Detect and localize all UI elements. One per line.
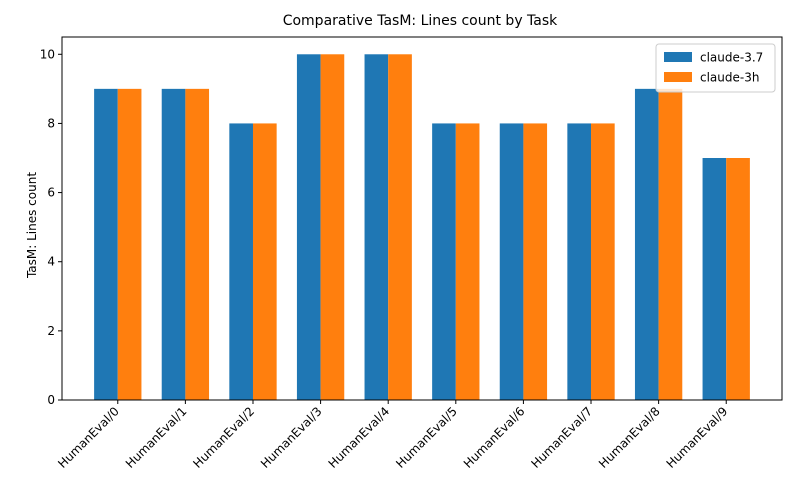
bar-series2-2: [252, 123, 277, 400]
x-tick-label: HumanEval/9: [664, 404, 731, 471]
x-tick-label: HumanEval/7: [528, 404, 595, 471]
y-tick-label: 8: [47, 116, 55, 130]
x-tick-label: HumanEval/4: [326, 404, 393, 471]
bar-series2-0: [117, 88, 142, 400]
y-tick-label: 2: [47, 324, 55, 338]
x-tick-label: HumanEval/1: [123, 404, 190, 471]
bar-series1-1: [161, 88, 186, 400]
bar-series1-6: [499, 123, 524, 400]
legend: claude-3.7 claude-3h: [655, 43, 776, 93]
legend-swatch: [664, 72, 692, 82]
bar-series1-0: [94, 88, 118, 400]
y-tick-label: 0: [47, 393, 55, 407]
x-tick-label: HumanEval/0: [55, 404, 122, 471]
bar-series2-8: [658, 88, 683, 400]
y-axis: 0 2 4 6 8 10: [40, 47, 62, 407]
bar-series1-2: [229, 123, 253, 400]
bar-series1-7: [567, 123, 592, 400]
x-tick-label: HumanEval/8: [596, 404, 663, 471]
bar-series1-4: [364, 54, 389, 401]
x-tick-label: HumanEval/3: [258, 404, 325, 471]
plot-frame: [61, 36, 783, 401]
bar-series1-3: [296, 54, 321, 401]
bar-series2-3: [320, 54, 345, 401]
y-axis-label: TasM: Lines count: [25, 172, 39, 279]
legend-swatch: [664, 52, 692, 62]
bar-series2-4: [388, 54, 412, 401]
bar-series2-9: [726, 158, 750, 400]
legend-label: claude-3h: [700, 71, 759, 85]
bar-series1-5: [432, 123, 456, 400]
x-tick-label: HumanEval/6: [461, 404, 528, 471]
bar-series2-1: [185, 88, 210, 400]
y-tick-label: 10: [40, 47, 55, 61]
bar-series1-8: [634, 88, 659, 400]
legend-label: claude-3.7: [700, 51, 763, 65]
bar-series2-5: [455, 123, 480, 400]
x-tick-label: HumanEval/5: [393, 404, 460, 471]
y-tick-label: 4: [47, 255, 55, 269]
x-tick-label: HumanEval/2: [190, 404, 257, 471]
bar-series1-9: [702, 158, 727, 400]
bars-group: [94, 54, 750, 401]
y-tick-label: 6: [47, 186, 55, 200]
chart-title: Comparative TasM: Lines count by Task: [283, 13, 558, 29]
bar-series2-7: [591, 123, 615, 400]
x-axis: HumanEval/0 HumanEval/1 HumanEval/2 HumanEv…: [55, 400, 730, 471]
bar-series2-6: [523, 123, 548, 400]
